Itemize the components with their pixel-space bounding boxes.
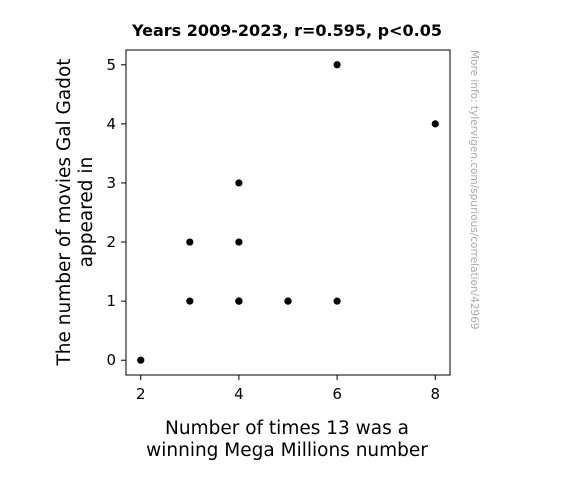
side-note: More info: tylervigen.com/spurious/corre… [468, 50, 480, 330]
y-tick-label: 4 [106, 115, 116, 133]
x-axis-label-line-2: winning Mega Millions number [146, 440, 428, 461]
data-point [235, 179, 243, 187]
x-tick-label: 6 [332, 385, 342, 403]
data-point [137, 356, 145, 364]
y-tick-label: 2 [106, 233, 116, 251]
x-tick-label: 2 [136, 385, 146, 403]
x-axis: 2 4 6 8 [136, 375, 440, 403]
y-axis: 0 1 2 3 4 5 [106, 56, 126, 369]
side-note-text: More info: tylervigen.com/spurious/corre… [468, 50, 480, 330]
y-axis-label-line-1: The number of movies Gal Gadot [54, 58, 75, 366]
y-tick-label: 0 [106, 351, 116, 369]
y-axis-label: The number of movies Gal Gadot appeared … [54, 58, 97, 366]
y-tick-label: 3 [106, 174, 116, 192]
x-tick-label: 8 [430, 385, 440, 403]
data-point [284, 297, 292, 305]
data-point [333, 297, 341, 305]
x-axis-label-line-1: Number of times 13 was a [165, 418, 409, 439]
data-point [333, 61, 341, 69]
data-point [186, 297, 194, 305]
chart-title: Years 2009-2023, r=0.595, p<0.05 [131, 21, 442, 40]
y-tick-label: 1 [106, 292, 116, 310]
x-tick-label: 4 [234, 385, 244, 403]
data-point [235, 238, 243, 246]
data-points [137, 61, 439, 364]
data-point [235, 297, 243, 305]
y-tick-label: 5 [106, 56, 116, 74]
plot-area-frame [125, 49, 451, 376]
data-point [431, 120, 439, 128]
data-point [186, 238, 194, 246]
y-axis-label-line-2: appeared in [76, 157, 97, 268]
